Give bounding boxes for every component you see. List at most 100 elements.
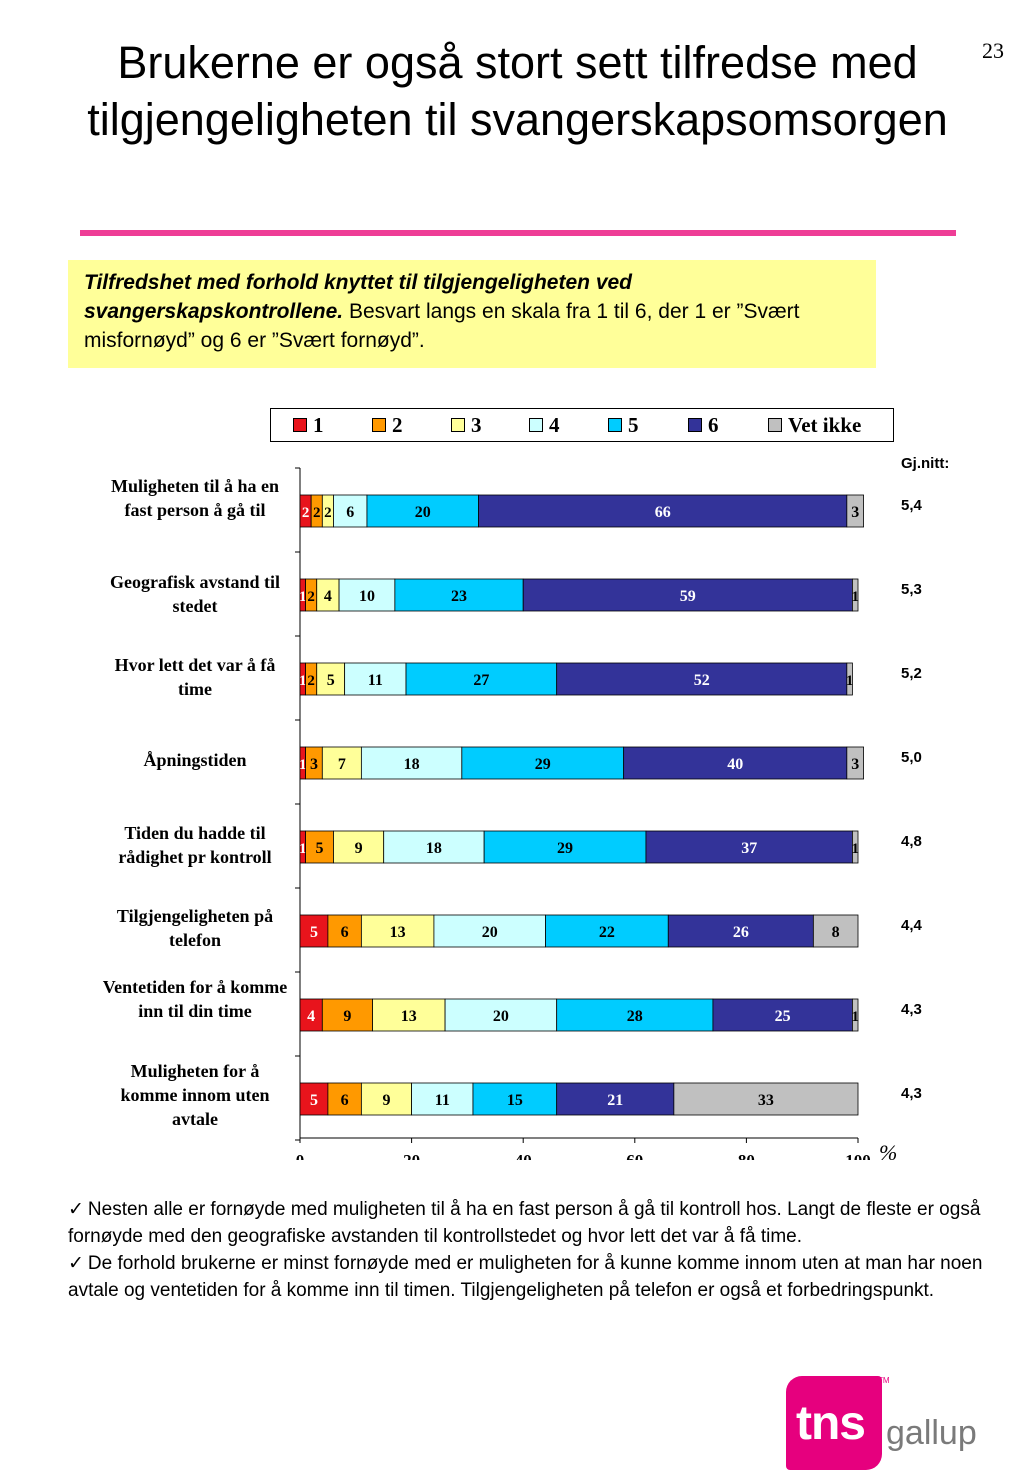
- bullet-text: Nesten alle er fornøyde med muligheten t…: [68, 1199, 981, 1247]
- average-value: 5,2: [901, 665, 922, 682]
- bar-segment: [383, 830, 485, 864]
- legend-item: Vet ikke: [768, 409, 861, 441]
- bar-value-label: 11: [435, 1092, 450, 1109]
- chart-legend: 1 2 3 4 5 6 Vet ikke: [270, 408, 894, 442]
- bar-value-label: 1: [846, 673, 854, 689]
- bar-value-label: 3: [310, 756, 318, 773]
- bar-segment: [321, 746, 362, 780]
- bar-segment: [545, 914, 669, 948]
- legend-label: 1: [313, 412, 324, 437]
- category-label: Tilgjengeligheten på telefon: [116, 906, 274, 950]
- legend-label: 5: [628, 412, 639, 437]
- bar-value-label: 59: [680, 588, 696, 605]
- x-tick-label: 60: [626, 1151, 643, 1160]
- average-header: Gj.nitt:: [901, 455, 950, 472]
- bar-value-label: 9: [382, 1092, 390, 1109]
- conclusion-bullets: ✓ Nesten alle er fornøyde med muligheten …: [68, 1196, 993, 1304]
- bar-value-label: 4: [324, 588, 332, 605]
- bar-value-label: 40: [727, 756, 743, 773]
- bar-value-label: 18: [426, 840, 442, 857]
- bar-value-label: 2: [313, 505, 321, 521]
- stacked-bar-chart: 0204060801002226206631241023591125112752…: [295, 467, 871, 1160]
- bar-value-label: 1: [851, 1009, 859, 1025]
- legend-item: 6: [688, 409, 719, 441]
- bar-segment: [846, 494, 864, 528]
- legend-label: 6: [708, 412, 719, 437]
- bar-value-label: 20: [493, 1008, 509, 1025]
- title-divider: [80, 230, 956, 236]
- bar-value-label: 52: [694, 672, 710, 689]
- legend-item: 3: [451, 409, 482, 441]
- bullet-item: ✓ De forhold brukerne er minst fornøyde m…: [68, 1250, 993, 1304]
- legend-label: 4: [549, 412, 560, 437]
- legend-item: 2: [372, 409, 403, 441]
- bar-value-label: 1: [299, 757, 307, 773]
- bar-value-label: 6: [341, 1092, 349, 1109]
- average-value: 4,8: [901, 833, 922, 850]
- x-tick-label: 40: [515, 1151, 532, 1160]
- intro-box: Tilfredshet med forhold knyttet til tilg…: [68, 260, 876, 368]
- bar-segment: [812, 914, 859, 948]
- bar-value-label: 1: [299, 589, 307, 605]
- bar-segment: [846, 662, 853, 696]
- bar-value-label: 37: [741, 840, 757, 857]
- bar-value-label: 1: [851, 841, 859, 857]
- category-label: Åpningstiden: [143, 750, 247, 770]
- average-value: 4,3: [901, 1001, 922, 1018]
- intro-bold-text: Tilfredshet med forhold knyttet til tilg…: [84, 271, 632, 323]
- legend-item: 1: [293, 409, 324, 441]
- bar-segment: [394, 578, 524, 612]
- logo-gallup-text: gallup: [886, 1414, 977, 1452]
- legend-item: 5: [608, 409, 639, 441]
- bar-value-label: 28: [627, 1008, 643, 1025]
- bar-segment: [852, 578, 859, 612]
- legend-swatch: [293, 418, 307, 432]
- bar-value-label: 29: [535, 756, 551, 773]
- x-tick-label: 20: [403, 1151, 420, 1160]
- bar-value-label: 5: [310, 924, 318, 941]
- bar-segment: [411, 1082, 474, 1116]
- bar-value-label: 5: [310, 1092, 318, 1109]
- bar-value-label: 26: [733, 924, 749, 941]
- bar-value-label: 2: [307, 673, 315, 689]
- bar-value-label: 1: [851, 589, 859, 605]
- average-value: 5,0: [901, 749, 922, 766]
- bar-value-label: 11: [368, 672, 383, 689]
- bar-segment: [360, 746, 463, 780]
- bar-value-label: 29: [557, 840, 573, 857]
- bar-value-label: 8: [832, 924, 840, 941]
- bar-value-label: 6: [341, 924, 349, 941]
- bar-value-label: 27: [473, 672, 489, 689]
- average-value: 5,4: [901, 497, 922, 514]
- bar-value-label: 1: [299, 673, 307, 689]
- page-number: 23: [982, 38, 1004, 63]
- legend-swatch: [529, 418, 543, 432]
- bar-segment: [344, 662, 407, 696]
- bar-segment: [444, 998, 558, 1032]
- bar-value-label: 20: [482, 924, 498, 941]
- category-label: Muligheten til å ha en fast person å gå …: [110, 476, 279, 520]
- logo-tm-text: TM: [878, 1376, 890, 1385]
- logo-mark: [786, 1376, 882, 1470]
- checkmark-icon: ✓: [68, 1199, 84, 1220]
- bar-value-label: 13: [390, 924, 406, 941]
- bar-value-label: 9: [343, 1008, 351, 1025]
- average-value: 4,4: [901, 917, 922, 934]
- bar-segment: [461, 746, 625, 780]
- bar-value-label: 10: [359, 588, 375, 605]
- tns-gallup-logo: tns TM gallup: [786, 1376, 986, 1470]
- category-label: Muligheten for å komme innom uten avtale: [120, 1061, 270, 1129]
- bar-segment: [556, 662, 848, 696]
- bar-segment: [299, 914, 329, 948]
- slide-title: Brukerne er også stort sett tilfredse me…: [87, 37, 948, 145]
- bar-value-label: 3: [851, 504, 859, 521]
- bar-value-label: 2: [302, 505, 310, 521]
- bar-value-label: 15: [507, 1092, 523, 1109]
- category-label: Geografisk avstand til stedet: [109, 572, 280, 616]
- x-tick-label: 100: [845, 1151, 871, 1160]
- legend-label: 2: [392, 412, 403, 437]
- bar-value-label: 3: [851, 756, 859, 773]
- bar-segment: [556, 1082, 675, 1116]
- bar-segment: [673, 1082, 859, 1116]
- bar-segment: [522, 578, 853, 612]
